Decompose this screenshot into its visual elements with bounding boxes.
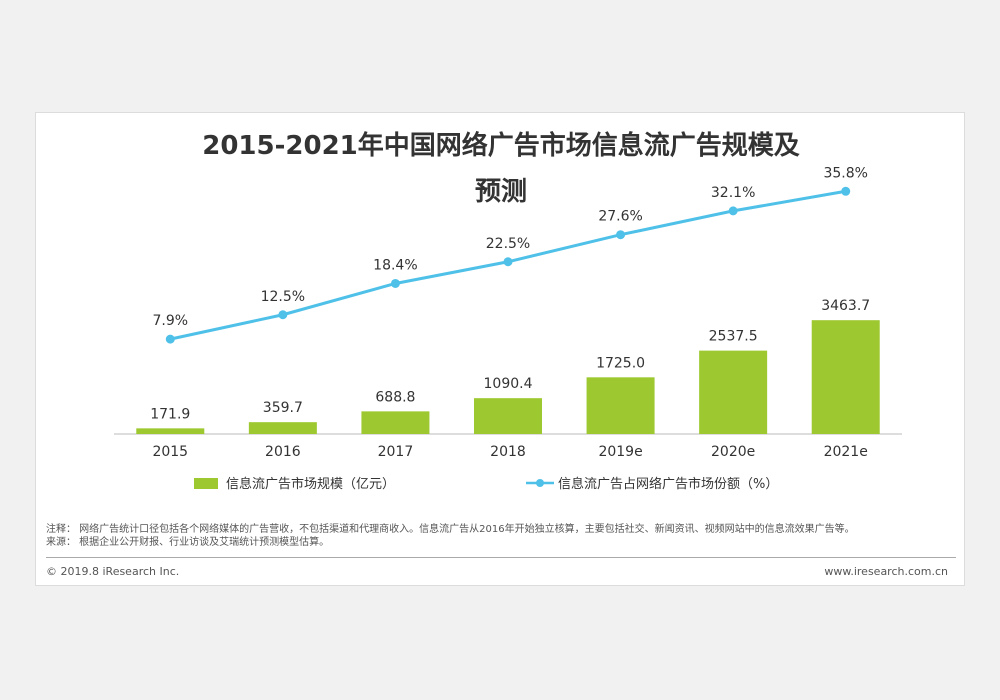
share-value-label: 12.5% bbox=[261, 289, 305, 305]
x-tick-label: 2018 bbox=[490, 444, 526, 460]
chart-title-line-1: 2015-2021年中国网络广告市场信息流广告规模及 bbox=[202, 131, 800, 161]
share-value-label: 27.6% bbox=[598, 209, 642, 225]
share-value-label: 32.1% bbox=[711, 185, 755, 201]
bar-2019e bbox=[586, 377, 655, 434]
x-tick-label: 2021e bbox=[824, 444, 868, 460]
bar-value-label: 688.8 bbox=[375, 389, 415, 405]
share-point bbox=[616, 230, 626, 240]
x-tick-label: 2019e bbox=[598, 444, 642, 460]
note-text: 注释： 网络广告统计口径包括各个网络媒体的广告营收，不包括渠道和代理商收入。信息… bbox=[46, 524, 855, 535]
x-tick-label: 2016 bbox=[265, 444, 301, 460]
bar-2017 bbox=[361, 411, 430, 434]
bar-value-label: 359.7 bbox=[263, 400, 303, 416]
share-value-label: 18.4% bbox=[373, 257, 417, 273]
legend-line-label: 信息流广告占网络广告市场份额（%） bbox=[558, 476, 778, 492]
share-point bbox=[278, 310, 288, 320]
bar-2021e bbox=[811, 320, 880, 434]
website-text: www.iresearch.com.cn bbox=[824, 565, 948, 578]
share-point bbox=[165, 334, 175, 344]
bar-value-label: 3463.7 bbox=[821, 298, 870, 314]
x-tick-label: 2020e bbox=[711, 444, 755, 460]
bar-2015 bbox=[136, 428, 205, 434]
source-text: 来源： 根据企业公开财报、行业访谈及艾瑞统计预测模型估算。 bbox=[46, 537, 330, 548]
bar-value-label: 2537.5 bbox=[709, 329, 758, 345]
chart-title-line-2: 预测 bbox=[474, 177, 527, 207]
x-tick-label: 2015 bbox=[152, 444, 188, 460]
bar-2020e bbox=[699, 350, 768, 434]
legend-bar-label: 信息流广告市场规模（亿元） bbox=[226, 476, 395, 492]
share-value-label: 35.8% bbox=[823, 165, 867, 181]
bar-value-label: 1090.4 bbox=[484, 376, 533, 392]
legend-bar-swatch bbox=[194, 478, 218, 489]
legend-line-marker bbox=[536, 479, 544, 487]
share-value-label: 22.5% bbox=[486, 236, 530, 252]
footer-divider bbox=[46, 557, 956, 558]
share-point bbox=[503, 257, 513, 267]
share-point bbox=[390, 278, 400, 288]
chart-card: 2015-2021年中国网络广告市场信息流广告规模及 预测 171.9 2015 3… bbox=[35, 112, 965, 586]
share-point bbox=[841, 186, 851, 196]
combo-chart: 171.9 2015 359.7 2016 688.8 2017 1090.4 2018 172… bbox=[114, 165, 902, 492]
x-tick-label: 2017 bbox=[378, 444, 414, 460]
chart-title: 2015-2021年中国网络广告市场信息流广告规模及 预测 bbox=[36, 123, 966, 215]
bar-value-label: 1725.0 bbox=[596, 355, 645, 371]
share-value-label: 7.9% bbox=[152, 313, 188, 329]
bar-2016 bbox=[248, 422, 317, 434]
copyright-text: © 2019.8 iResearch Inc. bbox=[46, 565, 180, 578]
share-point bbox=[728, 206, 738, 216]
chart-notes: 注释： 网络广告统计口径包括各个网络媒体的广告营收，不包括渠道和代理商收入。信息… bbox=[46, 523, 956, 549]
bar-value-label: 171.9 bbox=[150, 406, 190, 422]
bar-2018 bbox=[474, 398, 542, 434]
